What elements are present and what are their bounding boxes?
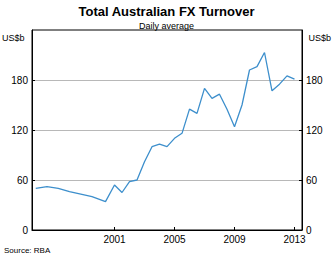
svg-text:2013: 2013 (283, 234, 306, 245)
svg-text:2005: 2005 (163, 234, 186, 245)
svg-text:2009: 2009 (223, 234, 246, 245)
svg-text:Source: RBA: Source: RBA (4, 246, 51, 255)
svg-text:Daily average: Daily average (139, 21, 194, 31)
svg-text:0: 0 (22, 225, 28, 236)
svg-text:120: 120 (11, 125, 28, 136)
svg-text:60: 60 (17, 175, 29, 186)
svg-text:Total Australian FX Turnover: Total Australian FX Turnover (78, 4, 254, 19)
svg-text:2001: 2001 (103, 234, 126, 245)
svg-text:60: 60 (306, 175, 318, 186)
svg-text:180: 180 (306, 75, 323, 86)
svg-text:0: 0 (306, 225, 312, 236)
svg-text:180: 180 (11, 75, 28, 86)
svg-text:120: 120 (306, 125, 323, 136)
svg-text:US$b: US$b (308, 33, 331, 43)
svg-text:US$b: US$b (2, 33, 25, 43)
